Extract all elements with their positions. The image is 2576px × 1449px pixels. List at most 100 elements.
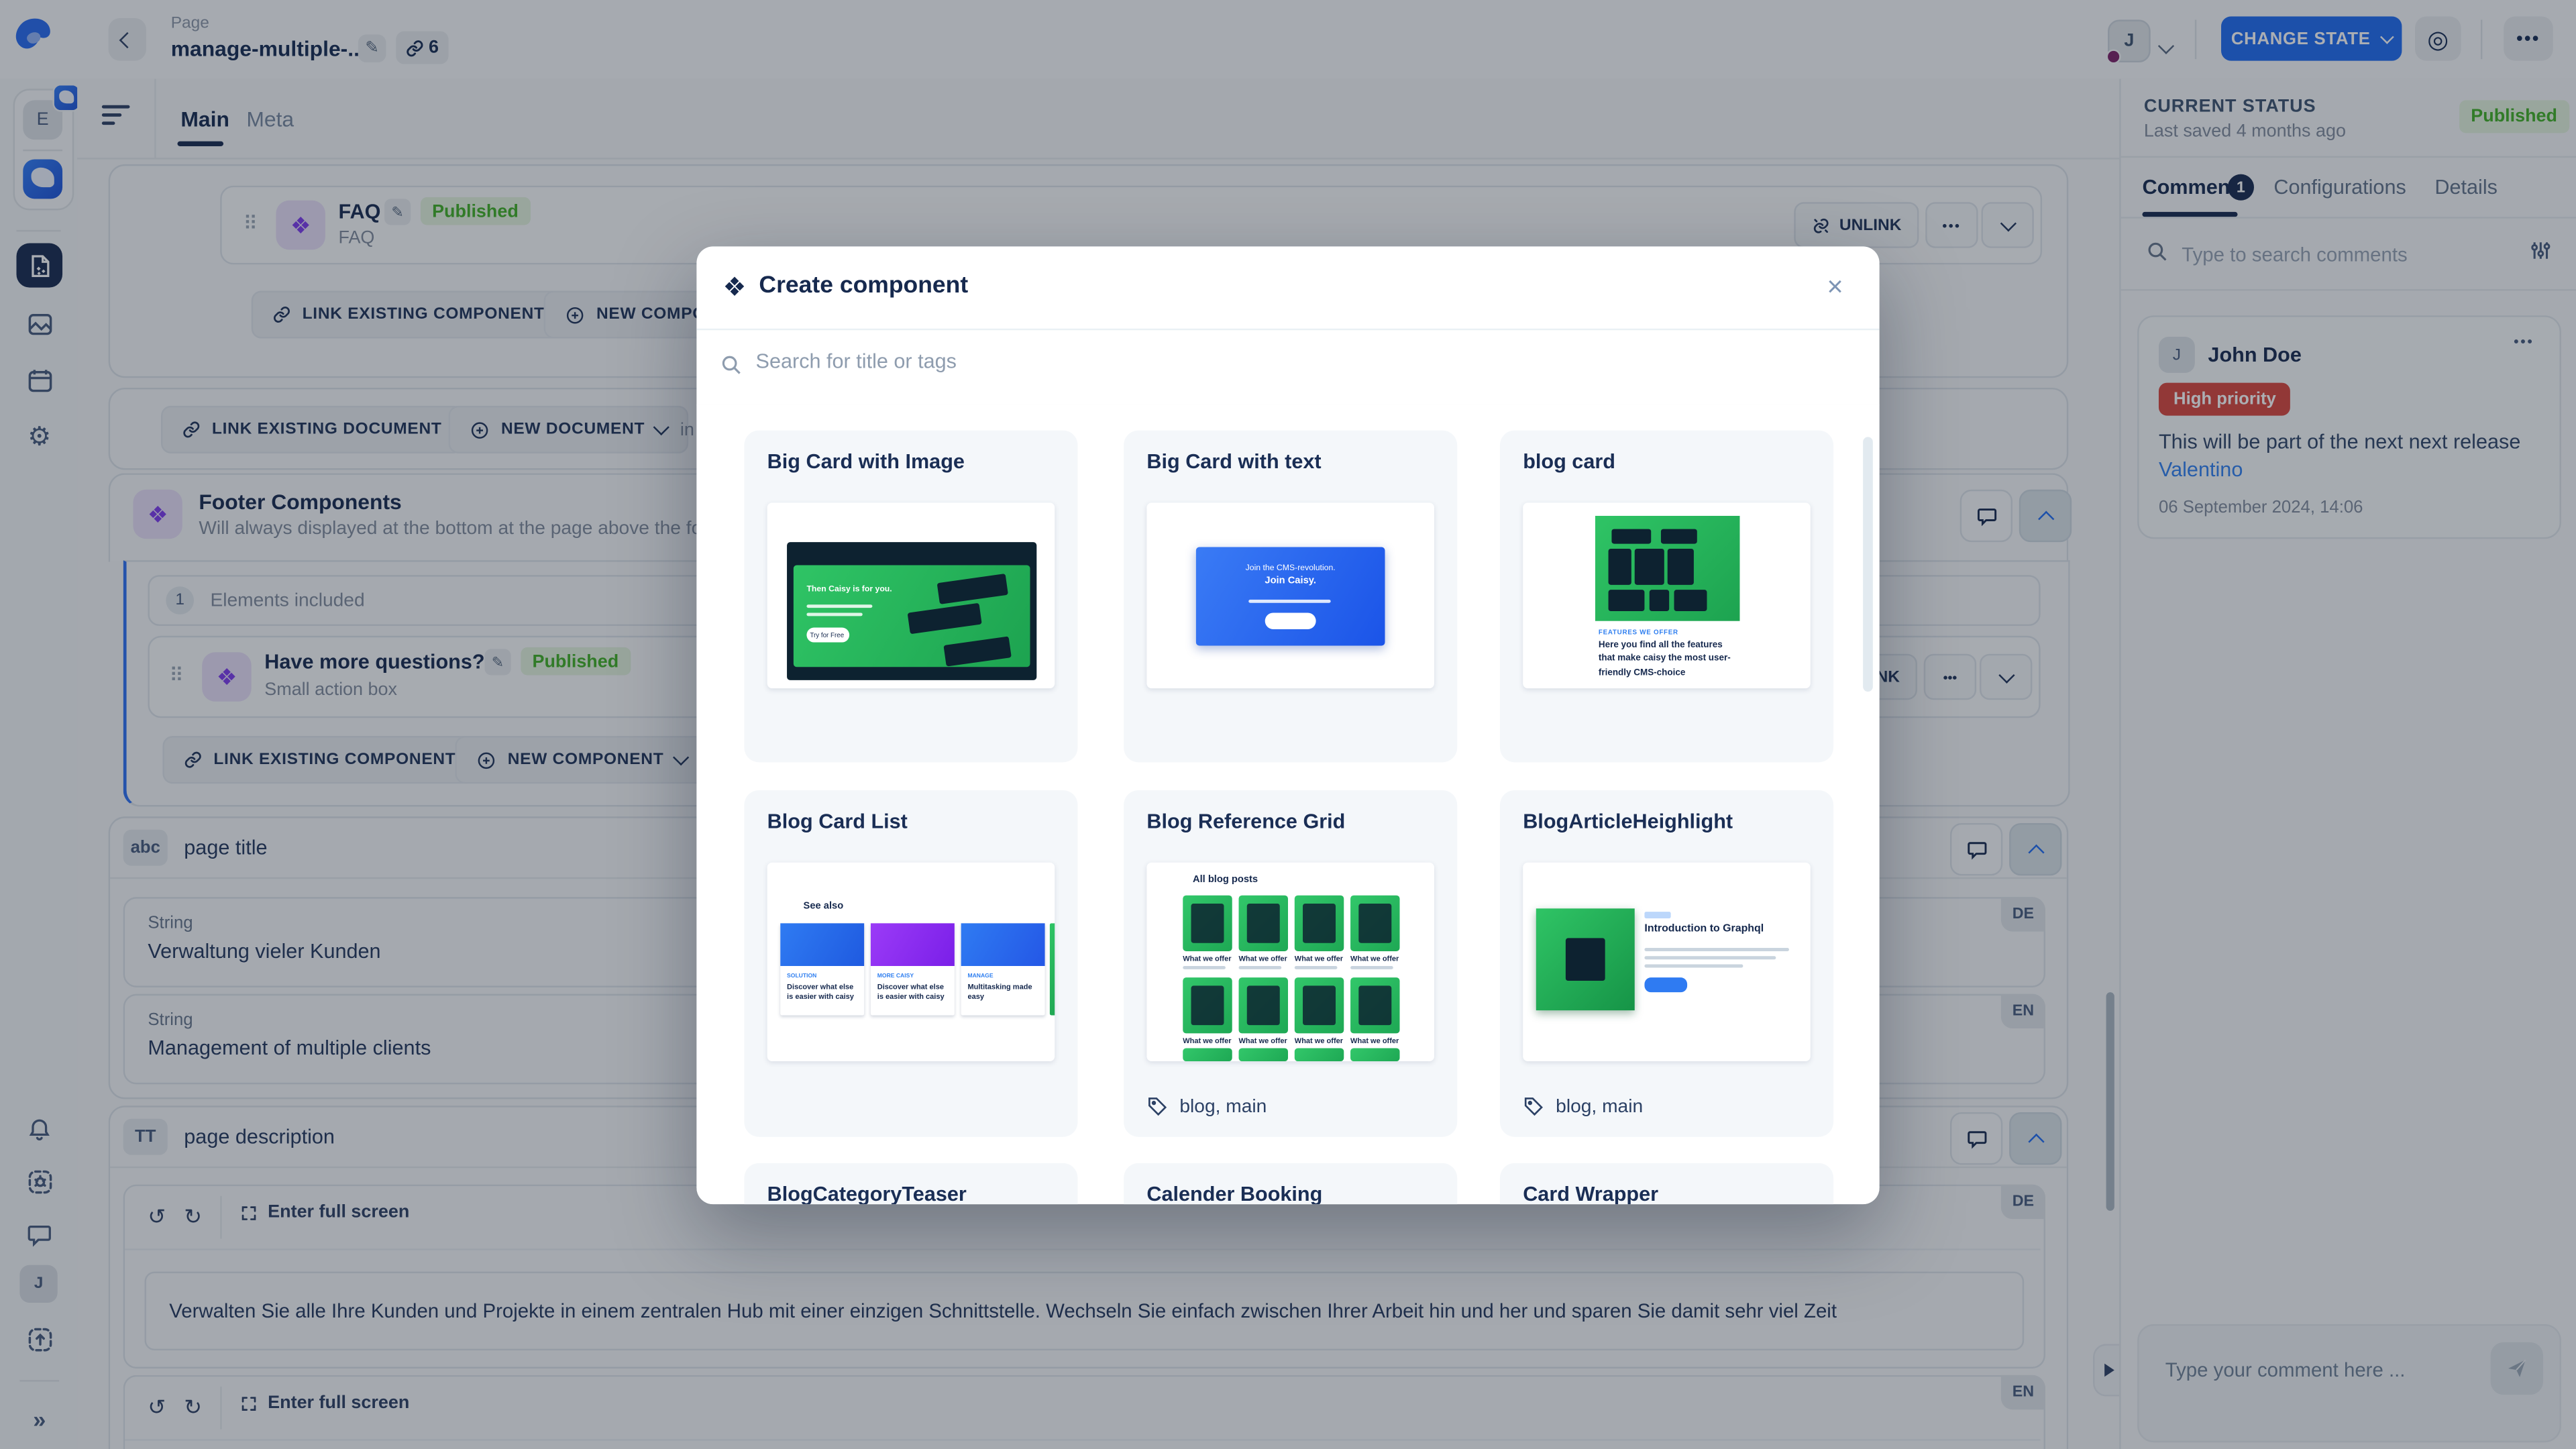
comment-text: This will be part of the next next relea…: [2158, 430, 2521, 453]
sidebar-item-releases[interactable]: [16, 358, 62, 402]
component-card-blog-card[interactable]: blog card FEATURES WE OFFER Here you fin…: [1499, 430, 1834, 763]
drag-handle-icon[interactable]: ⠿: [243, 211, 258, 235]
send-comment-button[interactable]: [2490, 1342, 2544, 1395]
back-button[interactable]: [108, 17, 146, 61]
richtext-content-de[interactable]: Verwalten Sie alle Ihre Kunden und Proje…: [144, 1271, 2025, 1351]
component-card-big-card-with-image[interactable]: Big Card with Image Then Caisy is for yo…: [744, 430, 1078, 763]
page-title: manage-multiple-...: [170, 36, 366, 61]
tab-meta[interactable]: Meta: [246, 107, 294, 131]
collapse-field-button[interactable]: [2009, 822, 2062, 876]
comment-bubble-icon: [1967, 1130, 1986, 1148]
preview-button[interactable]: ◎: [2415, 16, 2461, 61]
tab-details[interactable]: Details: [2434, 176, 2498, 199]
undo-button[interactable]: ↺: [148, 1204, 166, 1229]
outline-icon[interactable]: [101, 105, 131, 128]
component-card-blog-card-list[interactable]: Blog Card List See also SOLUTION Discove…: [744, 790, 1078, 1137]
caisy-logo: [10, 15, 58, 62]
search-icon: [2148, 242, 2167, 261]
sidebar-item-share[interactable]: [16, 1318, 62, 1362]
active-tab-underline: [2142, 211, 2238, 217]
richtext-editor-en: ↺ ↻ Enter full screen EN: [123, 1375, 2045, 1449]
link-existing-component-button[interactable]: LINK EXISTING COMPONENT: [162, 736, 478, 784]
new-component-button[interactable]: NEW COMPONENT: [455, 736, 708, 784]
comments-button[interactable]: [1949, 1112, 2003, 1165]
edit-component-button[interactable]: ✎: [484, 649, 511, 676]
collapse-field-button[interactable]: [2009, 1112, 2062, 1165]
sidebar-item-feedback[interactable]: [16, 1212, 62, 1256]
tab-main[interactable]: Main: [180, 107, 229, 131]
new-document-button[interactable]: NEW DOCUMENT: [448, 405, 690, 453]
component-more-button[interactable]: •••: [1923, 653, 1977, 700]
unlink-button[interactable]: UNLINK: [1794, 202, 1919, 248]
component-card-calender-booking[interactable]: Calender Booking: [1124, 1163, 1458, 1205]
component-preview: See also SOLUTION Discover what else is …: [767, 862, 1055, 1062]
component-card-card-wrapper[interactable]: Card Wrapper: [1499, 1163, 1834, 1205]
language-tag: DE: [2000, 897, 2045, 932]
filter-sliders-icon[interactable]: [2528, 238, 2553, 263]
comment-more-button[interactable]: •••: [2513, 333, 2534, 350]
caisy-app-icon[interactable]: [23, 159, 63, 199]
sidebar-user-avatar[interactable]: J: [19, 1265, 58, 1303]
undo-button[interactable]: ↺: [148, 1395, 166, 1419]
divider: [154, 78, 156, 158]
component-collapse-button[interactable]: [1980, 653, 2033, 700]
component-card-big-card-with-text[interactable]: Big Card with text Join the CMS-revoluti…: [1124, 430, 1458, 763]
comments-button[interactable]: [1949, 822, 2003, 876]
component-tags: blog, main: [1146, 1095, 1267, 1117]
image-icon: [28, 314, 52, 335]
search-comments-input[interactable]: Type to search comments: [2182, 243, 2408, 266]
sidebar-item-bug-report[interactable]: [16, 1160, 62, 1204]
component-icon: ❖: [276, 200, 325, 250]
sidebar-expand-button[interactable]: »: [16, 1397, 62, 1441]
component-diamond-icon: ❖: [722, 274, 747, 303]
panel-collapse-tab[interactable]: [2093, 1344, 2123, 1397]
user-avatar[interactable]: J: [2106, 19, 2151, 64]
comments-button[interactable]: [1960, 489, 2013, 543]
collapse-section-button[interactable]: [2019, 489, 2072, 543]
component-card-blog-reference-grid[interactable]: Blog Reference Grid All blog posts What …: [1124, 790, 1458, 1137]
more-options-button[interactable]: •••: [2504, 16, 2553, 61]
comment-card[interactable]: J John Doe ••• High priority This will b…: [2137, 315, 2561, 539]
component-collapse-button[interactable]: [1981, 202, 2034, 248]
sidebar-item-settings[interactable]: ⚙: [16, 414, 62, 458]
sidebar-item-notifications[interactable]: [16, 1108, 62, 1152]
component-icon: ❖: [202, 652, 252, 702]
link-icon: [183, 421, 200, 438]
tab-configurations[interactable]: Configurations: [2273, 176, 2406, 199]
component-more-button[interactable]: •••: [1925, 202, 1978, 248]
main-scrollbar-thumb[interactable]: [2106, 992, 2114, 1211]
divider: [220, 1195, 222, 1239]
redo-button[interactable]: ↻: [184, 1395, 202, 1419]
sidebar-item-documents[interactable]: [16, 243, 63, 288]
fullscreen-button[interactable]: Enter full screen: [240, 1393, 409, 1413]
link-existing-component-button[interactable]: LINK EXISTING COMPONENT: [251, 290, 566, 339]
divider: [2121, 156, 2576, 158]
tag-icon: [1524, 1097, 1543, 1116]
links-count-button[interactable]: 6: [396, 31, 449, 64]
comment-mention-link[interactable]: Valentino: [2158, 458, 2243, 482]
drag-handle-icon[interactable]: ⠿: [169, 663, 184, 687]
modal-scrollbar-thumb[interactable]: [1863, 437, 1873, 692]
sidebar-item-media[interactable]: [16, 303, 62, 347]
edit-title-button[interactable]: ✎: [358, 34, 386, 63]
comment-input-box[interactable]: Type your comment here ...: [2137, 1324, 2561, 1443]
divider: [125, 1439, 2041, 1441]
elements-label: Elements included: [210, 590, 365, 610]
link-existing-document-button[interactable]: LINK EXISTING DOCUMENT: [161, 405, 464, 453]
component-search-input[interactable]: [752, 348, 1745, 375]
change-state-button[interactable]: CHANGE STATE: [2221, 16, 2402, 61]
field-label: page title: [184, 836, 268, 859]
unlink-icon: [1813, 217, 1828, 233]
workspace-switcher: E: [13, 83, 81, 211]
fullscreen-button[interactable]: Enter full screen: [240, 1203, 409, 1222]
chat-bubble-icon: [28, 1224, 51, 1246]
edit-component-button[interactable]: ✎: [384, 199, 411, 225]
calendar-icon: [28, 370, 52, 392]
component-card-blog-article-heighlight[interactable]: BlogArticleHeighlight Introduction to Gr…: [1499, 790, 1834, 1137]
redo-button[interactable]: ↻: [184, 1204, 202, 1229]
component-card-blog-category-teaser[interactable]: BlogCategoryTeaser: [744, 1163, 1078, 1205]
double-chevron-right-icon: »: [33, 1405, 46, 1432]
component-preview: Introduction to Graphql: [1523, 862, 1811, 1062]
close-icon[interactable]: ×: [1827, 271, 1843, 303]
